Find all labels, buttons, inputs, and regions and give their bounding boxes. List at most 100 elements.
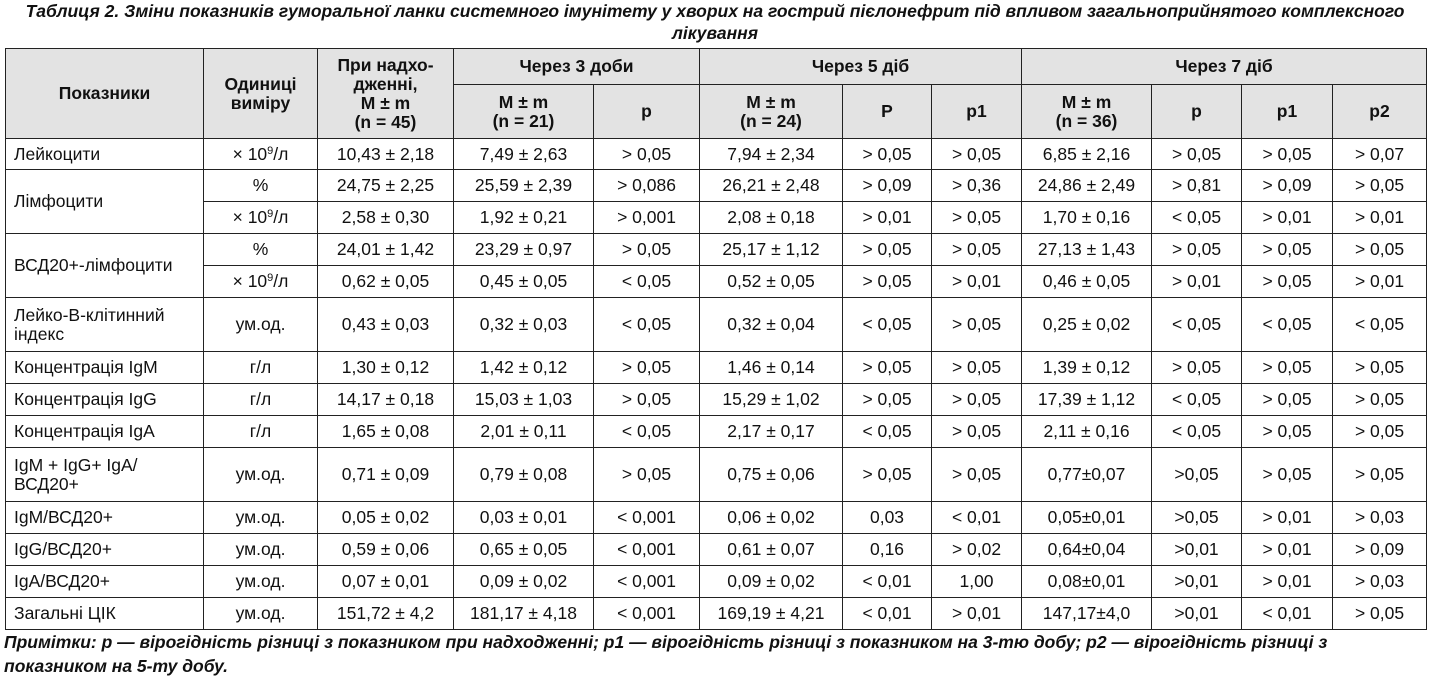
admission-cell: 0,59 ± 0,06 [317,533,454,566]
day5-p1-cell: 1,00 [931,565,1023,598]
day3-mean-cell: 2,01 ± 0,11 [453,415,594,448]
table-caption: Таблиця 2. Зміни показників гуморальної … [25,1,1405,43]
table-row: × 109/л 0,62 ± 0,05 0,45 ± 0,05 < 0,05 0… [6,265,1428,298]
day5-mean-cell: 2,08 ± 0,18 [699,201,844,234]
day3-mean-cell: 25,59 ± 2,39 [453,169,594,202]
table-row: Лейко-В-клітинний індекс ум.од. 0,43 ± 0… [5,297,1428,352]
unit-cell: г/л [203,383,318,416]
day5-mean-cell: 2,17 ± 0,17 [699,415,844,448]
day3-mean-cell: 1,92 ± 0,21 [453,201,594,234]
header-day3-mm: M ± m [498,91,549,112]
day3-p-cell: > 0,001 [592,201,701,234]
day7-p2-cell: > 0,01 [1332,265,1428,298]
admission-cell: 151,72 ± 4,2 [317,597,454,630]
day5-p-cell: < 0,01 [842,565,933,598]
day5-mean-cell: 1,46 ± 0,14 [699,351,844,384]
day7-mean-cell: 0,08±0,01 [1021,565,1153,598]
header-day5-n: (n = 24) [740,110,802,131]
day3-p-cell: < 0,001 [592,597,701,630]
table-row: IgM/ВСД20+ ум.од. 0,05 ± 0,02 0,03 ± 0,0… [5,501,1428,534]
indicator-cell: Концентрація IgA [5,415,204,448]
header-admission-line4: (n = 45) [354,111,417,132]
admission-cell: 0,71 ± 0,09 [317,447,454,502]
indicator-cell: Лімфоцити [5,169,204,234]
day3-mean-cell: 7,49 ± 2,63 [453,138,594,170]
day5-p-cell: 0,03 [842,501,933,534]
header-indicator: Показники [5,48,204,139]
day7-p1-cell: < 0,01 [1241,597,1334,630]
day5-mean-cell: 7,94 ± 2,34 [699,138,844,170]
table-row: Лейкоцити × 109/л 10,43 ± 2,18 7,49 ± 2,… [5,138,1428,170]
day3-p-cell: < 0,001 [592,565,701,598]
day3-mean-cell: 0,09 ± 0,02 [453,565,594,598]
day5-p1-cell: > 0,36 [931,169,1023,202]
day7-p-cell: < 0,05 [1151,297,1243,352]
unit-prefix: × 10 [232,143,268,164]
header-day7-mm: M ± m [1061,91,1112,112]
header-admission: При надхо- дженні, M ± m (n = 45) [317,48,454,139]
day3-mean-cell: 0,32 ± 0,03 [453,297,594,352]
admission-cell: 1,65 ± 0,08 [317,415,454,448]
unit-suffix: /л [273,143,289,164]
day7-mean-cell: 0,77±0,07 [1021,447,1153,502]
day3-p-cell: > 0,05 [592,351,701,384]
day7-p2-cell: > 0,05 [1332,447,1428,502]
table-row: Лімфоцити % 24,75 ± 2,25 25,59 ± 2,39 > … [5,169,1428,234]
day7-mean-cell: 6,85 ± 2,16 [1021,138,1153,170]
indicator-cell: IgG/ВСД20+ [5,533,204,566]
table-body: Лейкоцити × 109/л 10,43 ± 2,18 7,49 ± 2,… [5,138,1428,630]
day3-p-cell: > 0,05 [592,383,701,416]
day3-p-cell: < 0,05 [592,297,701,352]
day7-p-cell: >0,05 [1151,501,1243,534]
day7-mean-cell: 1,70 ± 0,16 [1021,201,1153,234]
unit-cell: ум.од. [203,501,318,534]
unit-cell: % [203,169,318,202]
indicator-cell: IgA/ВСД20+ [5,565,204,598]
header-day3: Через 3 доби [452,48,701,85]
day7-p1-cell: > 0,01 [1241,533,1334,566]
day5-p-cell: < 0,05 [842,297,933,352]
day7-mean-cell: 0,25 ± 0,02 [1021,297,1153,352]
indicator-cell: IgM + IgG+ IgA/ ВСД20+ [5,447,204,502]
unit-exponent: 9 [267,272,274,284]
day7-p-cell: > 0,01 [1151,265,1243,298]
day7-p1-cell: > 0,05 [1241,233,1334,266]
day3-p-cell: > 0,05 [592,447,701,502]
unit-prefix: × 10 [232,207,268,227]
day5-mean-cell: 25,17 ± 1,12 [699,233,844,266]
unit-cell: г/л [203,415,318,448]
results-table: Показники Одиниці виміру При надхо- джен… [5,48,1428,630]
day7-p-cell: >0,01 [1151,597,1243,630]
day7-mean-cell: 17,39 ± 1,12 [1021,383,1153,416]
day7-p2-cell: > 0,09 [1332,533,1428,566]
indicator-cell: IgM/ВСД20+ [5,501,204,534]
day7-mean-cell: 0,05±0,01 [1021,501,1153,534]
day7-p-cell: > 0,05 [1151,138,1243,170]
table-row: IgM + IgG+ IgA/ ВСД20+ ум.од. 0,71 ± 0,0… [5,447,1428,502]
day7-p1-cell: > 0,05 [1241,415,1334,448]
unit-prefix: × 10 [232,271,268,291]
indicator-cell: Лейкоцити [5,138,204,170]
unit-cell: ум.од. [203,447,318,502]
table-row: IgG/ВСД20+ ум.од. 0,59 ± 0,06 0,65 ± 0,0… [5,533,1428,566]
day7-p1-cell: < 0,05 [1241,297,1334,352]
day5-mean-cell: 169,19 ± 4,21 [699,597,844,630]
day3-p-cell: < 0,05 [592,415,701,448]
admission-cell: 0,07 ± 0,01 [317,565,454,598]
day7-p2-cell: > 0,05 [1332,351,1428,384]
day7-p1-cell: > 0,01 [1241,565,1334,598]
day3-p-cell: > 0,086 [592,169,701,202]
day5-p-cell: < 0,01 [842,597,933,630]
day3-p-cell: < 0,001 [592,501,701,534]
header-admission-line1: При надхо- [337,54,434,75]
day7-p2-cell: > 0,05 [1332,597,1428,630]
header-admission-line2: дженні, [353,73,418,94]
table-row: Загальні ЦІК ум.од. 151,72 ± 4,2 181,17 … [5,597,1428,630]
day7-mean-cell: 2,11 ± 0,16 [1021,415,1153,448]
admission-cell: 24,01 ± 1,42 [317,233,454,266]
day5-mean-cell: 26,21 ± 2,48 [699,169,844,202]
day5-p1-cell: > 0,05 [931,351,1023,384]
day7-mean-cell: 0,64±0,04 [1021,533,1153,566]
day5-p1-cell: < 0,01 [931,501,1023,534]
